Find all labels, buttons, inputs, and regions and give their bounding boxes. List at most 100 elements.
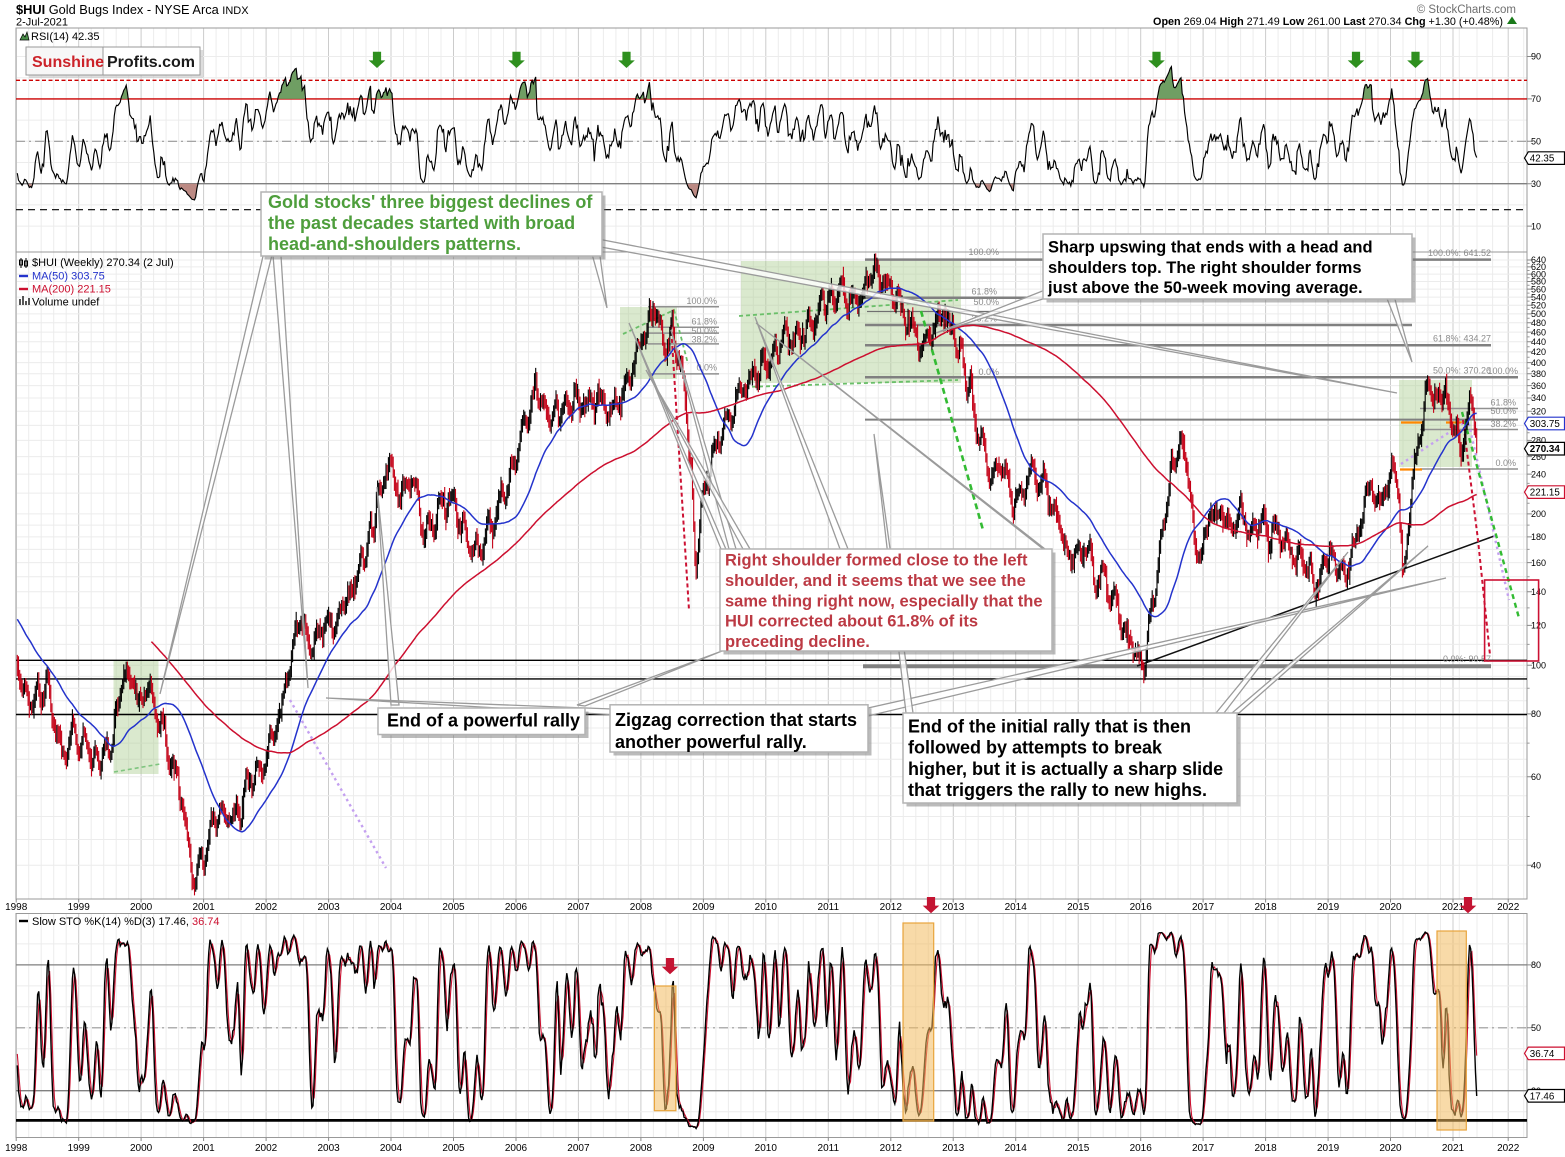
- svg-text:360: 360: [1531, 381, 1546, 391]
- svg-text:0.0%: 90.57: 0.0%: 90.57: [1443, 654, 1491, 664]
- svg-text:280: 280: [1531, 436, 1546, 446]
- svg-text:2018: 2018: [1254, 902, 1277, 913]
- svg-text:Slow STO %K(14) %D(3) 17.46, 3: Slow STO %K(14) %D(3) 17.46, 36.74: [32, 916, 220, 928]
- svg-text:340: 340: [1531, 393, 1546, 403]
- svg-text:RSI(14) 42.35: RSI(14) 42.35: [31, 31, 99, 43]
- svg-text:HUI corrected about 61.8% of i: HUI corrected about 61.8% of its: [725, 613, 978, 631]
- svg-text:same thing right now, especial: same thing right now, especially that th…: [725, 592, 1043, 610]
- svg-text:2021: 2021: [1442, 1143, 1465, 1154]
- svg-text:2000: 2000: [130, 902, 153, 913]
- svg-text:2012: 2012: [880, 1143, 903, 1154]
- svg-text:Sharp upswing that ends with a: Sharp upswing that ends with a head and: [1048, 239, 1373, 257]
- svg-text:38.2%: 38.2%: [1490, 419, 1516, 429]
- svg-text:another powerful rally.: another powerful rally.: [615, 732, 807, 752]
- svg-text:preceding decline.: preceding decline.: [725, 633, 870, 651]
- svg-text:2004: 2004: [380, 1143, 403, 1154]
- svg-text:2003: 2003: [317, 1143, 340, 1154]
- svg-text:2005: 2005: [442, 902, 465, 913]
- svg-text:80: 80: [1531, 960, 1541, 970]
- svg-text:2016: 2016: [1130, 902, 1153, 913]
- svg-text:that triggers the rally to new: that triggers the rally to new highs.: [908, 780, 1207, 800]
- svg-text:2001: 2001: [192, 1143, 215, 1154]
- svg-text:2011: 2011: [818, 902, 840, 913]
- svg-text:100: 100: [1531, 660, 1546, 670]
- svg-text:0.0%: 0.0%: [1495, 458, 1516, 468]
- svg-text:640: 640: [1531, 255, 1546, 265]
- svg-text:Sunshine: Sunshine: [32, 54, 104, 71]
- svg-text:270.34: 270.34: [1530, 444, 1561, 455]
- svg-text:420: 420: [1531, 347, 1546, 357]
- svg-text:520: 520: [1531, 301, 1546, 311]
- svg-text:End of a powerful rally: End of a powerful rally: [387, 711, 580, 731]
- svg-text:2014: 2014: [1005, 902, 1028, 913]
- svg-text:61.8%: 61.8%: [691, 317, 717, 327]
- svg-text:30: 30: [1531, 179, 1541, 189]
- svg-text:36.74: 36.74: [1530, 1049, 1555, 1060]
- svg-text:100.0%: 100.0%: [1487, 366, 1518, 376]
- svg-text:the past decades started with: the past decades started with broad: [268, 213, 575, 233]
- svg-text:50.0%: 370.26: 50.0%: 370.26: [1433, 366, 1491, 376]
- svg-text:60: 60: [1531, 772, 1541, 782]
- svg-text:just above the 50-week moving: just above the 50-week moving average.: [1047, 279, 1363, 297]
- svg-text:50: 50: [1531, 1023, 1541, 1033]
- svg-text:Profits.com: Profits.com: [107, 54, 195, 71]
- svg-text:2-Jul-2021: 2-Jul-2021: [16, 17, 68, 29]
- svg-text:2022: 2022: [1497, 902, 1520, 913]
- svg-text:100.0%: 641.52: 100.0%: 641.52: [1428, 248, 1491, 258]
- svg-text:0.0%: 0.0%: [696, 363, 717, 373]
- svg-text:1998: 1998: [5, 1143, 28, 1154]
- svg-text:1998: 1998: [5, 902, 28, 913]
- svg-text:2017: 2017: [1192, 1143, 1215, 1154]
- svg-text:2003: 2003: [317, 902, 340, 913]
- svg-text:80: 80: [1531, 709, 1541, 719]
- svg-text:2013: 2013: [942, 1143, 965, 1154]
- svg-text:Right shoulder formed close to: Right shoulder formed close to the left: [725, 552, 1028, 570]
- svg-text:Volume undef: Volume undef: [32, 297, 100, 309]
- svg-text:2013: 2013: [942, 902, 965, 913]
- svg-text:221.15: 221.15: [1530, 488, 1561, 499]
- svg-text:2000: 2000: [130, 1143, 153, 1154]
- svg-text:2021: 2021: [1442, 902, 1465, 913]
- svg-text:2011: 2011: [818, 1143, 840, 1154]
- svg-text:MA(200) 221.15: MA(200) 221.15: [32, 284, 111, 296]
- svg-text:2010: 2010: [755, 902, 778, 913]
- svg-text:500: 500: [1531, 309, 1546, 319]
- svg-text:2014: 2014: [1005, 1143, 1028, 1154]
- svg-text:2005: 2005: [442, 1143, 465, 1154]
- svg-text:2009: 2009: [692, 902, 715, 913]
- svg-text:320: 320: [1531, 407, 1546, 417]
- svg-text:2012: 2012: [880, 902, 903, 913]
- svg-text:2009: 2009: [692, 1143, 715, 1154]
- svg-text:2008: 2008: [630, 1143, 653, 1154]
- svg-text:head-and-shoulders patterns.: head-and-shoulders patterns.: [268, 234, 521, 254]
- svg-text:10: 10: [1531, 221, 1541, 231]
- svg-text:followed by attempts to break: followed by attempts to break: [908, 738, 1163, 758]
- svg-text:2020: 2020: [1379, 1143, 1402, 1154]
- svg-text:2008: 2008: [630, 902, 653, 913]
- svg-text:38.2%: 38.2%: [691, 335, 717, 345]
- svg-text:MA(50) 303.75: MA(50) 303.75: [32, 271, 105, 283]
- svg-text:61.8%: 434.27: 61.8%: 434.27: [1433, 334, 1491, 344]
- svg-text:50.0%: 50.0%: [973, 297, 999, 307]
- svg-text:End of the initial rally that: End of the initial rally that is then: [908, 717, 1191, 737]
- svg-text:61.8%: 61.8%: [971, 287, 997, 297]
- svg-text:70: 70: [1531, 94, 1541, 104]
- svg-text:40: 40: [1531, 860, 1541, 870]
- svg-text:2002: 2002: [255, 902, 278, 913]
- svg-text:50.0%: 50.0%: [1490, 406, 1516, 416]
- svg-text:Open 269.04 High 271.49 Low 26: Open 269.04 High 271.49 Low 261.00 Last …: [1153, 16, 1503, 28]
- svg-text:600: 600: [1531, 269, 1546, 279]
- svg-text:100.0%: 100.0%: [968, 247, 999, 257]
- svg-text:1999: 1999: [68, 902, 91, 913]
- svg-text:2010: 2010: [755, 1143, 778, 1154]
- svg-text:42.35: 42.35: [1530, 154, 1555, 165]
- svg-text:© StockCharts.com: © StockCharts.com: [1417, 4, 1516, 16]
- svg-text:0.0%: 0.0%: [978, 367, 999, 377]
- svg-text:440: 440: [1531, 337, 1546, 347]
- svg-text:2002: 2002: [255, 1143, 278, 1154]
- svg-text:2020: 2020: [1379, 902, 1402, 913]
- svg-text:2006: 2006: [505, 1143, 528, 1154]
- svg-text:540: 540: [1531, 292, 1546, 302]
- svg-text:2004: 2004: [380, 902, 403, 913]
- svg-text:90: 90: [1531, 52, 1541, 62]
